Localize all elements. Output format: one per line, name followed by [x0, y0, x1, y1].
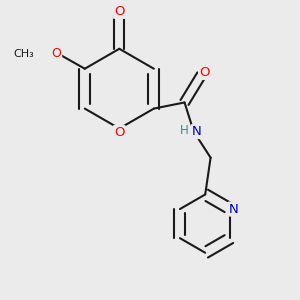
Text: N: N — [229, 202, 238, 215]
Text: O: O — [114, 5, 124, 18]
Text: N: N — [192, 125, 202, 138]
Text: O: O — [114, 126, 124, 139]
Text: CH₃: CH₃ — [14, 49, 34, 59]
Text: O: O — [51, 47, 61, 61]
Text: O: O — [199, 66, 210, 79]
Text: H: H — [180, 124, 189, 136]
